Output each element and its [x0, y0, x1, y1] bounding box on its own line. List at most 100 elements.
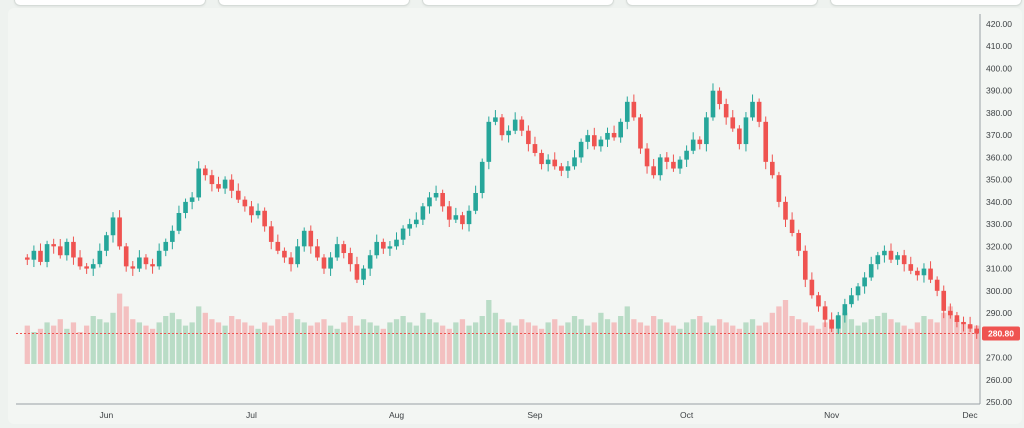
volume-bar: [637, 322, 644, 364]
volume-bar: [914, 322, 921, 364]
volume-bar: [51, 325, 57, 364]
volume-bar: [888, 319, 894, 364]
volume-bar: [565, 322, 571, 364]
volume-bar: [664, 322, 670, 364]
candle-body: [334, 244, 340, 258]
volume-bar: [835, 316, 841, 364]
volume-bar: [848, 319, 855, 364]
candle-body: [262, 210, 267, 227]
candle-body: [961, 321, 966, 325]
volume-bar: [598, 312, 604, 364]
candle-body: [176, 213, 182, 231]
candle-body: [374, 241, 380, 256]
candle-body: [559, 166, 564, 171]
candle-body: [809, 279, 815, 296]
candle-body: [895, 255, 900, 260]
volume-bar: [453, 322, 459, 364]
candle-body: [216, 184, 221, 189]
candle-body: [591, 135, 597, 147]
candle-body: [677, 159, 683, 169]
candle-body: [822, 306, 828, 320]
volume-bar: [591, 322, 597, 364]
candle-body: [308, 230, 314, 247]
volume-bar: [426, 319, 433, 364]
candle-body: [697, 139, 703, 145]
volume-bar: [176, 319, 182, 364]
candle-body: [381, 241, 386, 249]
volume-bar: [954, 319, 960, 364]
volume-bar: [143, 325, 149, 364]
volume-bar: [37, 328, 44, 364]
price-tick-label: 370.00: [986, 130, 1012, 140]
volume-bar: [947, 306, 953, 364]
candle-body: [829, 319, 834, 329]
candle-body: [163, 241, 169, 251]
candle-body: [460, 215, 465, 225]
volume-bar: [367, 322, 373, 364]
price-tick-label: 250.00: [986, 397, 1012, 407]
candle-body: [170, 230, 175, 242]
candle-body: [203, 168, 208, 176]
volume-bar: [83, 325, 90, 364]
volume-bar: [446, 328, 452, 364]
volume-bar: [749, 319, 756, 364]
candle-body: [565, 166, 571, 171]
volume-bar: [169, 312, 175, 364]
candle-body: [855, 286, 861, 296]
candle-body: [552, 159, 558, 167]
volume-bar: [519, 319, 525, 364]
volume-bar: [960, 322, 967, 364]
time-tick-label: Aug: [389, 410, 404, 420]
candle-body: [974, 328, 980, 334]
volume-bar: [934, 322, 940, 364]
volume-bar: [927, 319, 934, 364]
candle-body: [763, 121, 769, 162]
candle-body: [143, 257, 149, 265]
volume-bar: [156, 322, 162, 364]
candle-body: [301, 230, 307, 247]
candle-body: [750, 101, 755, 118]
volume-bar: [472, 322, 479, 364]
volume-bar: [736, 328, 742, 364]
candle-body: [137, 257, 142, 269]
volume-bar: [730, 325, 736, 364]
volume-bar: [941, 312, 947, 364]
candle-body: [802, 250, 808, 280]
price-tick-label: 340.00: [986, 197, 1012, 207]
volume-bars: [24, 293, 980, 364]
candle-body: [954, 315, 960, 322]
candle-body: [440, 192, 445, 207]
candle-body: [420, 206, 426, 220]
time-tick-label: Sep: [527, 410, 542, 420]
volume-bar: [400, 316, 406, 364]
candle-body: [690, 139, 696, 151]
candle-body: [934, 279, 940, 291]
volume-bar: [921, 316, 927, 364]
volume-bar: [209, 319, 215, 364]
candle-body: [967, 324, 973, 329]
volume-bar: [479, 316, 485, 364]
volume-bar: [242, 322, 248, 364]
volume-bar: [815, 328, 822, 364]
volume-bar: [855, 325, 861, 364]
volume-bar: [829, 319, 835, 364]
volume-bar: [70, 322, 77, 364]
volume-bar: [690, 319, 696, 364]
candle-body: [51, 244, 56, 247]
candle-body: [493, 117, 498, 122]
volume-bar: [420, 312, 426, 364]
candle-body: [427, 197, 432, 207]
volume-bar: [334, 328, 340, 364]
volume-bar: [967, 325, 973, 364]
volume-bar: [327, 325, 334, 364]
volume-bar: [861, 322, 868, 364]
volume-bar: [486, 300, 492, 364]
volume-bar: [374, 325, 380, 364]
candle-body: [479, 161, 485, 193]
candle-body: [618, 121, 623, 138]
volume-bar: [723, 322, 729, 364]
volume-bar: [130, 319, 136, 364]
volume-bar: [281, 316, 288, 364]
candle-body: [928, 268, 933, 280]
